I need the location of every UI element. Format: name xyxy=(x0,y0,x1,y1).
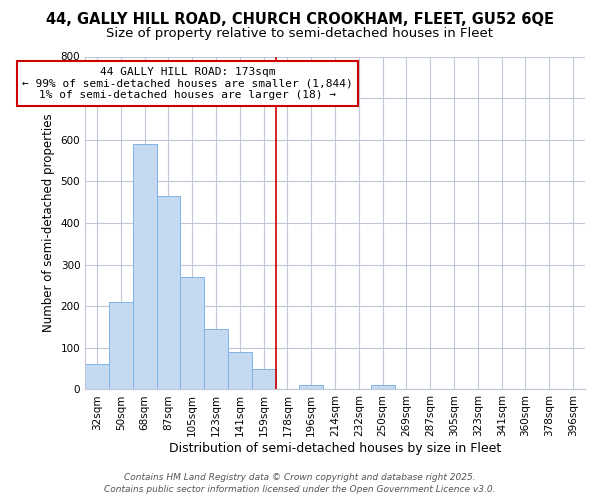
Text: 44, GALLY HILL ROAD, CHURCH CROOKHAM, FLEET, GU52 6QE: 44, GALLY HILL ROAD, CHURCH CROOKHAM, FL… xyxy=(46,12,554,28)
X-axis label: Distribution of semi-detached houses by size in Fleet: Distribution of semi-detached houses by … xyxy=(169,442,501,455)
Bar xyxy=(85,364,109,390)
Bar xyxy=(204,329,228,390)
Bar xyxy=(228,352,252,390)
Bar xyxy=(133,144,157,390)
Bar xyxy=(109,302,133,390)
Bar xyxy=(252,370,275,390)
Bar xyxy=(371,386,395,390)
Bar xyxy=(299,386,323,390)
Text: 44 GALLY HILL ROAD: 173sqm
← 99% of semi-detached houses are smaller (1,844)
1% : 44 GALLY HILL ROAD: 173sqm ← 99% of semi… xyxy=(22,67,353,100)
Bar xyxy=(181,277,204,390)
Text: Contains HM Land Registry data © Crown copyright and database right 2025.
Contai: Contains HM Land Registry data © Crown c… xyxy=(104,472,496,494)
Bar xyxy=(157,196,181,390)
Text: Size of property relative to semi-detached houses in Fleet: Size of property relative to semi-detach… xyxy=(107,28,493,40)
Y-axis label: Number of semi-detached properties: Number of semi-detached properties xyxy=(42,114,55,332)
